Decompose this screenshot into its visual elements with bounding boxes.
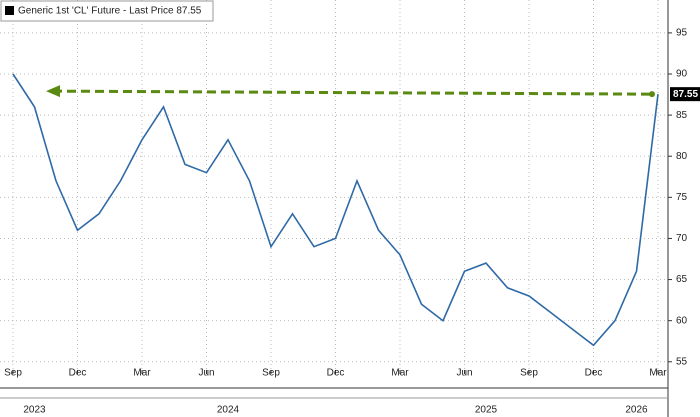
- y-tick-label: 75: [676, 192, 688, 203]
- last-price-box: [670, 87, 700, 102]
- x-tick-label: Dec: [69, 368, 87, 379]
- y-tick-label: 90: [676, 69, 688, 80]
- y-tick-label: 70: [676, 233, 688, 244]
- y-tick-label: 80: [676, 151, 688, 162]
- legend-box: [0, 0, 214, 22]
- arrow-line: [57, 89, 651, 96]
- last-price-label: 87.55: [673, 89, 698, 100]
- year-label: 2025: [475, 405, 498, 416]
- y-tick-label: 85: [676, 110, 688, 121]
- x-tick-label: Mar: [391, 368, 409, 379]
- price-line: [12, 73, 659, 347]
- legend-swatch: [5, 6, 14, 15]
- x-tick-label: Sep: [4, 368, 22, 379]
- year-label: 2023: [23, 405, 46, 416]
- y-tick-label: 65: [676, 274, 688, 285]
- legend: Generic 1st 'CL' Future - Last Price 87.…: [0, 0, 214, 22]
- legend-label: Generic 1st 'CL' Future - Last Price 87.…: [18, 6, 202, 17]
- arrow-head: [46, 85, 60, 98]
- year-label: 2024: [217, 405, 240, 416]
- y-tick-label: 60: [676, 315, 688, 326]
- x-tick-label: Mar: [133, 368, 151, 379]
- x-tick-label: Mar: [649, 368, 667, 379]
- y-tick-label: 55: [676, 356, 688, 367]
- x-tick-label: Jun: [198, 368, 214, 379]
- x-tick-label: Sep: [262, 368, 280, 379]
- x-tick-label: Sep: [520, 368, 538, 379]
- y-tick-label: 95: [676, 28, 688, 39]
- year-label: 2026: [625, 405, 648, 416]
- x-tick-label: Jun: [456, 368, 472, 379]
- x-tick-label: Dec: [327, 368, 345, 379]
- arrow-end: [649, 91, 655, 98]
- x-tick-label: Dec: [585, 368, 603, 379]
